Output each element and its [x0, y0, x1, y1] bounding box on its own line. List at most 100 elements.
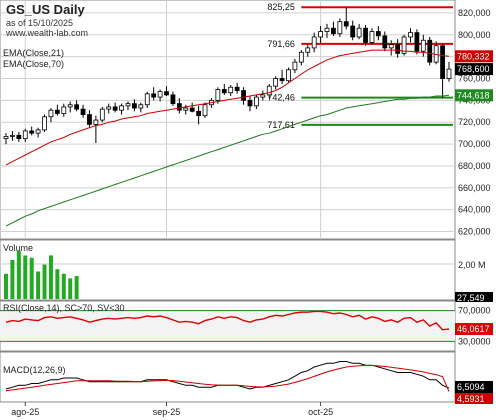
price-axis: 620,000 640,000 660,000 680,000 700,000 720,0…: [455, 8, 493, 237]
candle-body: [106, 106, 112, 110]
volume-scale-label: 2,00 M: [458, 260, 486, 270]
rsi-value-tag: [455, 323, 493, 336]
ema70-value-label-tag: [455, 89, 493, 102]
macd-signal-label: 4,5931: [457, 394, 485, 404]
candle-body: [292, 61, 298, 71]
candle-body: [331, 27, 336, 35]
website-label: www.wealth-lab.com: [5, 28, 88, 38]
level-label: 825,25: [267, 2, 295, 12]
volume-label: Volume: [3, 243, 33, 253]
x-axis: ago-25 sep-25 oct-25: [11, 402, 333, 417]
support-resistance-levels: 825,25 791,66 742,46 717,61: [267, 2, 453, 130]
candle-body: [93, 119, 99, 125]
macd-signal-tag: [455, 393, 493, 404]
volume-last-tag: [455, 292, 493, 302]
macd-label: MACD(12,26,9): [3, 365, 66, 375]
candle-body: [324, 27, 330, 32]
candle-body: [337, 21, 343, 35]
volume-bar: [10, 260, 15, 299]
volume-bar: [16, 250, 21, 299]
candle-body: [35, 129, 41, 134]
last-price-label-tag: [455, 63, 493, 76]
candle-body: [99, 108, 105, 121]
candle-body: [286, 69, 291, 82]
candle-body: [446, 68, 452, 79]
candle-body: [42, 116, 47, 131]
macd-content: 6,5094 4,5931: [5, 361, 493, 404]
price-tick-label: 800,000: [458, 30, 491, 40]
rsi-value-label: 46,0617: [457, 324, 490, 334]
ema70-value-label: 744,618: [457, 90, 490, 100]
candle-body: [202, 104, 208, 117]
candle-body: [414, 32, 420, 52]
rsi-tick-label: 30,0000: [458, 336, 491, 346]
candle-body: [16, 134, 22, 140]
macd-pane: [0, 351, 456, 403]
macd-signal-line: [5, 365, 450, 392]
volume-bar: [23, 255, 28, 299]
candle-body: [273, 78, 279, 87]
candle-body: [157, 91, 163, 98]
ema-lines: [5, 49, 450, 227]
candle-body: [382, 35, 388, 49]
rsi-tick-label: 70,0000: [458, 306, 491, 316]
volume-bar: [68, 278, 73, 299]
volume-bars: [4, 250, 79, 299]
candle-body: [260, 94, 266, 98]
candle-body: [29, 130, 35, 134]
price-tick-label: 640,000: [458, 205, 491, 215]
volume-last-value: 27,549: [457, 293, 485, 303]
ema21-value-label-tag: [455, 50, 493, 63]
candle-body: [369, 31, 375, 43]
candle-body: [196, 110, 201, 117]
candles: [3, 7, 452, 145]
candle-body: [132, 103, 137, 109]
candle-body: [183, 107, 189, 111]
candle-body: [80, 108, 86, 115]
candle-body: [61, 106, 67, 114]
candle-body: [311, 36, 317, 49]
candle-body: [440, 45, 445, 79]
volume-bar: [36, 271, 41, 299]
candle-body: [395, 44, 401, 54]
price-tick-label: 820,000: [458, 8, 491, 18]
level-label: 791,66: [267, 39, 295, 49]
ema21-value-label: 780,332: [457, 51, 490, 61]
volume-bar: [55, 269, 60, 299]
volume-bar: [48, 255, 53, 299]
candle-body: [48, 109, 54, 118]
candle-body: [318, 31, 323, 38]
x-tick-label: sep-25: [153, 407, 181, 417]
price-tick-label: 680,000: [458, 161, 491, 171]
candle-body: [427, 39, 433, 63]
macd-value-label: 6,5094: [457, 382, 485, 392]
rsi-line: [5, 310, 450, 331]
candle-body: [138, 104, 144, 109]
candle-body: [375, 31, 381, 37]
rsi-content: 70,0000 30,0000 46,0617: [0, 306, 493, 346]
candle-body: [3, 136, 9, 140]
candle-body: [420, 39, 426, 52]
chart-title: GS_US Daily: [6, 2, 86, 17]
candle-body: [254, 96, 259, 107]
candle-body: [189, 107, 195, 112]
candle-body: [266, 85, 272, 96]
candle-body: [221, 89, 227, 94]
price-tick-label: 700,000: [458, 139, 491, 149]
rsi-band: [0, 310, 455, 342]
candle-body: [87, 114, 92, 125]
ema21-line: [5, 49, 450, 166]
candle-body: [247, 99, 253, 107]
candle-body: [151, 93, 157, 98]
candle-body: [22, 130, 28, 140]
candle-body: [112, 106, 118, 111]
candle-body: [356, 27, 362, 38]
candle-body: [298, 51, 304, 63]
last-price-label: 768,600: [457, 64, 490, 74]
level-label: 742,46: [267, 93, 295, 103]
candle-body: [170, 94, 176, 105]
ema70-legend: EMA(Close,70): [3, 59, 64, 69]
candle-body: [125, 103, 131, 107]
candle-body: [215, 89, 221, 101]
level-label: 717,61: [267, 120, 295, 130]
